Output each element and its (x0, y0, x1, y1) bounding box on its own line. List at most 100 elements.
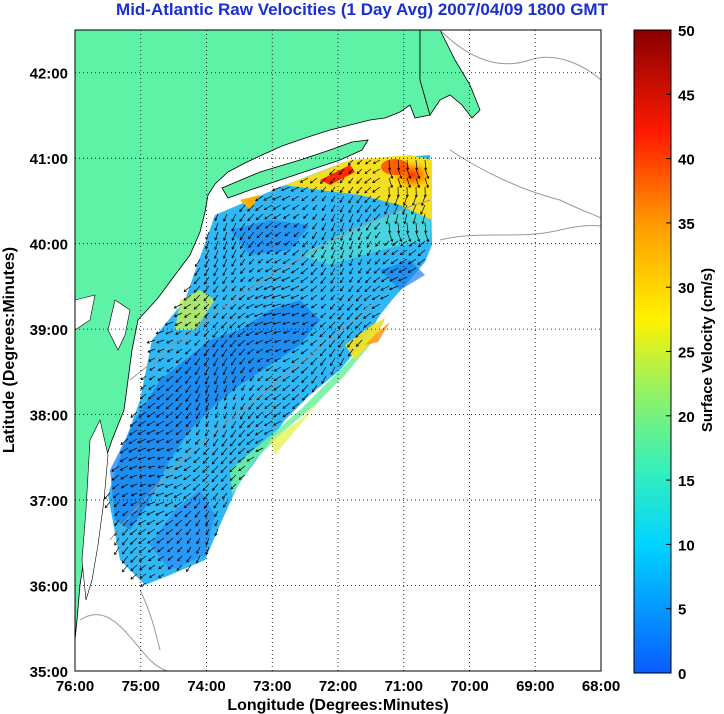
current-vectors (104, 159, 430, 587)
current-vector (264, 393, 273, 400)
current-vector (249, 384, 255, 391)
current-vector (174, 312, 183, 317)
current-vector (424, 159, 427, 171)
longitude-tick-label: 73:00 (253, 678, 291, 695)
current-vector (203, 276, 210, 285)
current-vector-head (214, 237, 218, 241)
current-vector (211, 456, 219, 465)
current-vector-head (255, 432, 259, 436)
current-vector (167, 555, 174, 561)
current-vector (265, 384, 273, 391)
current-vector-head (330, 246, 334, 251)
current-vector (214, 384, 219, 393)
current-vector-head (281, 278, 285, 282)
current-vector (255, 285, 264, 291)
current-vector (195, 393, 201, 402)
current-vector (240, 240, 246, 249)
current-vector (215, 402, 219, 410)
current-vector (388, 231, 393, 242)
current-vector (331, 186, 336, 193)
current-vector-head (246, 441, 250, 445)
current-vector (212, 492, 219, 500)
current-vector-head (358, 262, 362, 266)
current-vector (272, 195, 282, 201)
current-vector-head (340, 255, 344, 259)
current-vector (356, 168, 363, 174)
current-vector-head (147, 396, 152, 400)
current-vector-head (254, 305, 258, 309)
current-vector (249, 366, 255, 373)
current-vector-head (230, 434, 234, 438)
current-vector (265, 222, 273, 229)
current-vector-head (257, 269, 261, 273)
current-vector (128, 447, 138, 453)
current-vector-head (264, 216, 268, 220)
current-vector (223, 258, 228, 268)
current-vector-head (114, 513, 118, 517)
current-vector-head (157, 358, 162, 362)
current-vector-head (312, 236, 315, 240)
current-vector-head (348, 180, 352, 184)
current-vector-head (320, 371, 324, 376)
current-vector-head (291, 270, 295, 274)
current-vector (240, 366, 246, 374)
current-vector (196, 546, 201, 554)
current-vector (165, 510, 174, 516)
current-vector-head (374, 226, 378, 230)
current-vector (291, 366, 300, 373)
current-vector-head (195, 399, 199, 403)
current-vector (292, 384, 300, 392)
current-vector (311, 321, 318, 327)
current-vector (348, 186, 354, 194)
current-vector-head (394, 203, 398, 207)
current-vector (364, 177, 372, 184)
current-vector (346, 312, 354, 320)
current-vector-head (185, 415, 189, 419)
current-vector-head (366, 236, 370, 240)
current-vector (185, 321, 192, 327)
current-vector-head (301, 389, 305, 393)
current-vector (347, 294, 354, 302)
colorbar-tick-label: 10 (678, 537, 695, 554)
current-vector-head (130, 503, 134, 506)
current-vector (266, 258, 273, 264)
current-vector (240, 402, 246, 410)
current-vector-head (331, 199, 334, 203)
current-vector-head (310, 263, 314, 267)
current-vector-head (301, 313, 305, 317)
current-vector (203, 294, 210, 302)
current-vector-head (238, 352, 242, 356)
current-vector-head (310, 280, 314, 284)
current-vector (349, 276, 354, 283)
current-vector-head (266, 358, 270, 362)
longitude-tick-label: 70:00 (450, 678, 488, 695)
current-vector-head (194, 441, 198, 445)
current-vector-head (272, 206, 276, 210)
current-vector (404, 213, 408, 224)
current-vector-head (203, 353, 207, 357)
current-vector (321, 231, 327, 240)
current-vector (300, 186, 309, 192)
current-vector (122, 555, 129, 564)
current-vector-head (407, 261, 412, 265)
current-vector (321, 213, 327, 221)
latitude-tick-label: 42:00 (30, 66, 68, 83)
current-vector (264, 339, 273, 344)
current-vector-head (339, 171, 343, 175)
current-vector-head (128, 449, 132, 453)
current-vector-head (146, 439, 150, 443)
current-vector (157, 375, 165, 381)
current-vector-head (256, 235, 260, 239)
current-vector-head (390, 175, 394, 180)
current-vector-head (310, 272, 314, 276)
current-vector-head (148, 358, 152, 362)
current-vector (330, 177, 336, 184)
current-vector-head (365, 280, 369, 284)
current-vector-head (383, 252, 387, 256)
current-vector (184, 501, 192, 508)
current-vector (205, 249, 210, 259)
current-vector-head (264, 406, 268, 409)
current-vector (139, 555, 147, 562)
current-vector (213, 267, 219, 276)
current-vector-head (408, 252, 412, 256)
